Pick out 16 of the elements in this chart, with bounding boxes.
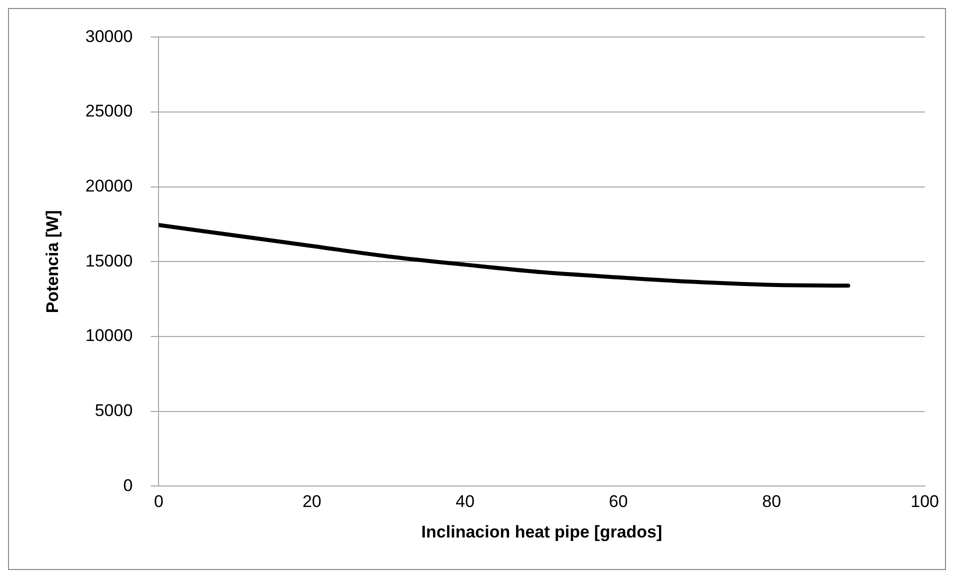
y-tick-label: 25000: [85, 102, 133, 121]
x-tick-label: 0: [154, 492, 164, 512]
x-tick-label: 100: [910, 492, 940, 512]
y-tick-label: 0: [123, 476, 133, 495]
x-tick-label: 80: [762, 492, 782, 512]
y-axis-title: Potencia [W]: [42, 210, 62, 314]
y-tick-label: 30000: [85, 26, 133, 46]
x-tick-label: 60: [608, 492, 628, 512]
y-tick-label: 5000: [94, 401, 133, 420]
line-series: [158, 223, 850, 288]
x-tick-label: 40: [456, 492, 475, 512]
x-axis-title: Inclinacion heat pipe [grados]: [421, 522, 662, 542]
y-tick-label: 20000: [85, 176, 133, 196]
x-tick-label: 20: [302, 492, 322, 512]
y-tick-label: 10000: [85, 326, 133, 346]
y-tick-label: 15000: [85, 251, 133, 270]
